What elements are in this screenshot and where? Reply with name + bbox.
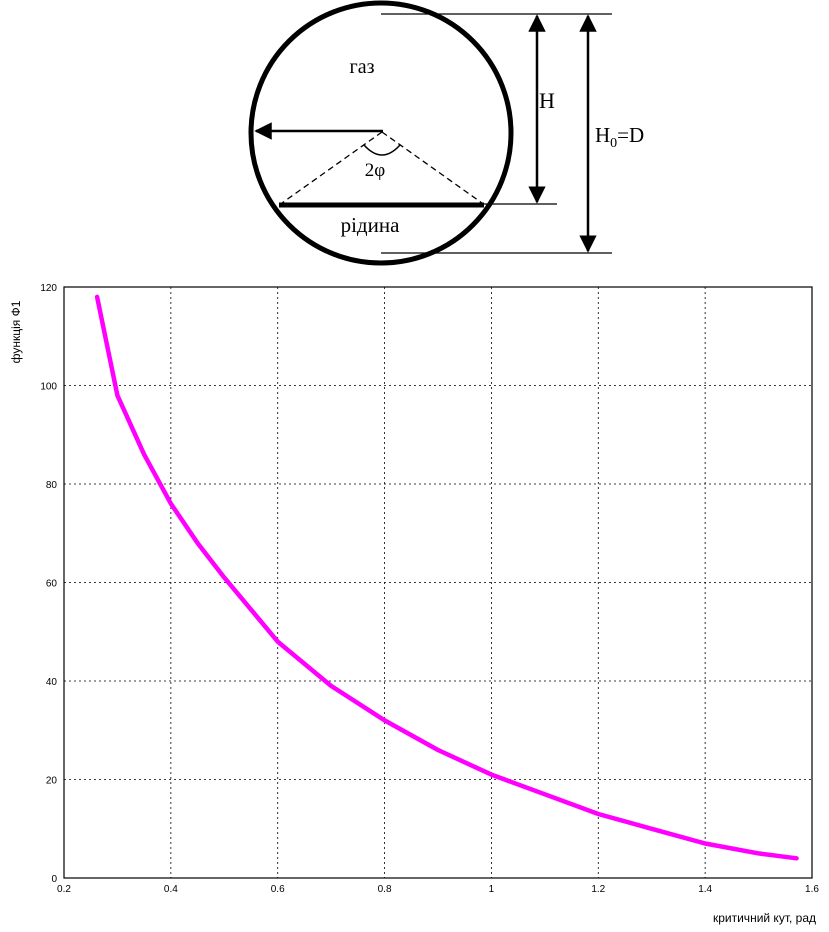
chart: 0.2 0.4 0.6 0.8 1 1.2 1.4 1.6 0 20 40 60 80 100 120 ф… bbox=[9, 283, 819, 925]
y-axis-ticks: 0 20 40 60 80 100 120 bbox=[40, 283, 57, 885]
series-line bbox=[94, 294, 799, 861]
x-tick-label: 1 bbox=[489, 884, 495, 895]
gas-label: газ bbox=[350, 56, 375, 78]
x-axis-ticks: 0.2 0.4 0.6 0.8 1 1.2 1.4 1.6 bbox=[57, 884, 819, 895]
x-tick-label: 1.2 bbox=[591, 884, 605, 895]
x-tick-label: 0.2 bbox=[57, 884, 71, 895]
angle-label: 2φ bbox=[365, 160, 386, 181]
y-tick-label: 40 bbox=[46, 677, 58, 688]
plot-frame bbox=[63, 286, 813, 879]
x-tick-label: 1.6 bbox=[805, 884, 819, 895]
angle-arc bbox=[363, 144, 401, 156]
y-tick-label: 80 bbox=[46, 480, 58, 491]
angle-ray-left bbox=[281, 131, 383, 204]
y-tick-label: 20 bbox=[46, 776, 58, 787]
y-axis-label: функція Ф1 bbox=[9, 300, 23, 363]
series-layer bbox=[94, 294, 799, 861]
x-tick-label: 0.6 bbox=[271, 884, 285, 895]
x-tick-label: 0.4 bbox=[164, 884, 178, 895]
y-tick-label: 0 bbox=[51, 874, 57, 885]
y-tick-label: 100 bbox=[40, 382, 57, 393]
angle-ray-right bbox=[381, 131, 483, 204]
h-label: H bbox=[539, 88, 555, 113]
pipe-circle bbox=[248, 0, 514, 266]
x-tick-label: 1.4 bbox=[698, 884, 712, 895]
y-tick-label: 60 bbox=[46, 579, 58, 590]
liquid-label: рідина bbox=[341, 213, 400, 237]
pipe-diagram: газ 2φ рідина H H0=D bbox=[248, 0, 644, 266]
y-tick-label: 120 bbox=[40, 283, 57, 294]
grid bbox=[64, 287, 812, 878]
h0-label: H0=D bbox=[595, 123, 644, 151]
x-tick-label: 0.8 bbox=[378, 884, 392, 895]
x-axis-label: критичний кут, рад bbox=[713, 911, 816, 925]
